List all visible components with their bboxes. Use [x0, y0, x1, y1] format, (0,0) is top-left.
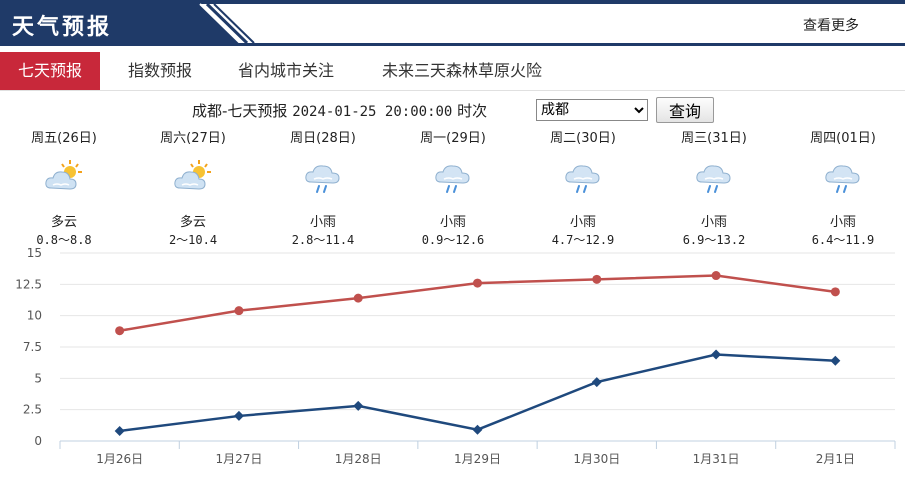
data-point — [353, 293, 363, 303]
weather-desc: 小雨 — [829, 215, 856, 230]
forecast-day: 周日(28日) 小雨 2.8～11.4 — [268, 127, 378, 248]
forecast-day: 周二(30日) 小雨 4.7～12.9 — [528, 127, 638, 248]
data-point — [233, 410, 244, 421]
query-time: 2024-01-25 20:00:00 — [292, 104, 453, 120]
day-name: 周四(01日) — [810, 131, 876, 146]
data-point — [114, 425, 125, 436]
weather-desc: 小雨 — [309, 215, 336, 230]
query-bar: 成都-七天预报 2024-01-25 20:00:00 时次 成都 查询 — [0, 97, 905, 123]
data-point — [353, 400, 364, 411]
y-tick-label: 2.5 — [23, 403, 42, 417]
header-banner — [0, 2, 255, 45]
temperature-chart: 0 2.5 5 7.5 10 12.5 15 1月26日 1月27日 1月28日 1月29日 1月30… — [15, 246, 896, 466]
temp-range: 4.7～12.9 — [551, 233, 615, 247]
x-tick-label: 1月26日 — [96, 452, 143, 466]
weather-desc: 小雨 — [569, 215, 596, 230]
data-point — [472, 424, 483, 435]
data-point — [592, 274, 602, 284]
weather-desc: 小雨 — [439, 215, 466, 230]
x-tick-label: 1月27日 — [215, 452, 262, 466]
x-tick-label: 1月28日 — [335, 452, 382, 466]
light-rain-icon — [691, 155, 737, 201]
tab-index[interactable]: 指数预报 — [128, 61, 193, 80]
day-name: 周日(28日) — [290, 131, 356, 146]
data-point — [591, 377, 602, 388]
forecast-day: 周五(26日) 多云 0.8～8.8 — [9, 127, 119, 248]
y-tick-label: 5 — [34, 371, 42, 385]
forecast-day: 周一(29日) 小雨 0.9～12.6 — [398, 127, 508, 248]
y-tick-label: 7.5 — [23, 340, 42, 354]
tab-bar: 七天预报 指数预报 省内城市关注 未来三天森林草原火险 — [0, 52, 905, 91]
data-point — [473, 278, 482, 288]
temp-range: 6.9～13.2 — [682, 233, 746, 247]
light-rain-icon — [820, 155, 866, 201]
series-line-1 — [119, 353, 836, 433]
data-point — [234, 306, 244, 316]
temp-range: 0.8～8.8 — [36, 233, 92, 247]
y-tick-label: 0 — [34, 434, 42, 448]
forecast-day: 周四(01日) 小雨 6.4～11.9 — [788, 127, 898, 248]
weather-desc: 多云 — [179, 215, 206, 230]
query-button[interactable]: 查询 — [656, 97, 714, 123]
day-name: 周六(27日) — [160, 131, 226, 146]
weather-desc: 小雨 — [700, 215, 727, 230]
light-rain-icon — [430, 155, 476, 201]
light-rain-icon — [560, 155, 606, 201]
data-point — [115, 326, 125, 336]
tab-province-cities[interactable]: 省内城市关注 — [238, 61, 335, 80]
more-link[interactable]: 查看更多 — [803, 18, 859, 34]
x-tick-label: 1月29日 — [454, 452, 501, 466]
tab-fire-risk[interactable]: 未来三天森林草原火险 — [382, 61, 543, 80]
temp-range: 0.9～12.6 — [421, 233, 485, 247]
x-tick-label: 1月30日 — [573, 452, 620, 466]
query-city-label: 成都-七天预报 — [192, 102, 288, 120]
day-name: 周一(29日) — [420, 131, 486, 146]
day-name: 周三(31日) — [681, 131, 747, 146]
temp-range: 6.4～11.9 — [811, 233, 875, 247]
y-tick-label: 10 — [27, 309, 42, 323]
forecast-day: 周三(31日) 小雨 6.9～13.2 — [659, 127, 769, 248]
tab-underline — [0, 90, 905, 91]
x-tick-label: 1月31日 — [693, 452, 740, 466]
y-tick-label: 15 — [27, 246, 42, 260]
y-tick-label: 12.5 — [15, 277, 42, 291]
forecast-day: 周六(27日) 多云 2～10.4 — [138, 127, 248, 248]
data-point — [711, 271, 721, 281]
partly-cloudy-icon — [41, 155, 87, 201]
partly-cloudy-icon — [170, 155, 216, 201]
header: 天气预报 查看更多 — [0, 0, 905, 46]
data-point — [830, 355, 841, 366]
temp-range: 2～10.4 — [168, 233, 218, 247]
weather-desc: 多云 — [50, 215, 77, 230]
tab-seven-day[interactable]: 七天预报 — [0, 52, 101, 90]
city-select[interactable]: 成都 — [536, 99, 648, 121]
header-top-bar — [0, 0, 905, 4]
x-tick-label: 2月1日 — [816, 452, 855, 466]
data-point — [830, 287, 840, 297]
page-title: 天气预报 — [12, 15, 113, 40]
query-suffix: 时次 — [457, 102, 488, 120]
day-name: 周五(26日) — [31, 131, 97, 146]
header-bottom-line — [0, 43, 905, 46]
data-point — [711, 349, 722, 360]
day-name: 周二(30日) — [550, 131, 616, 146]
temp-range: 2.8～11.4 — [291, 233, 355, 247]
query-label: 成都-七天预报 2024-01-25 20:00:00 时次 — [192, 100, 487, 121]
light-rain-icon — [300, 155, 346, 201]
